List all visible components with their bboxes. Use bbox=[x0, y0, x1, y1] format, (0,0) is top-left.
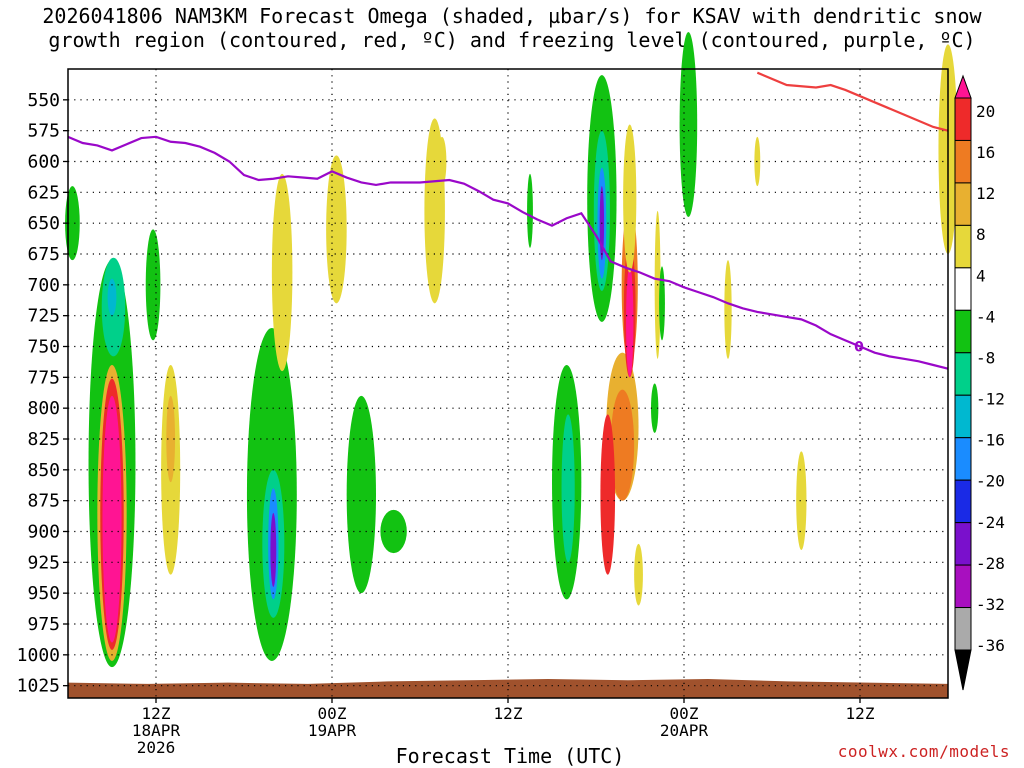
colorbar-label-0: 20 bbox=[976, 102, 995, 121]
y-tick-label-650: 650 bbox=[27, 213, 60, 234]
colorbar-box-9 bbox=[954, 479, 972, 524]
colorbar-label-8: -16 bbox=[976, 431, 1005, 450]
colorbar-box-1 bbox=[954, 139, 972, 184]
colorbar-label-2: 12 bbox=[976, 184, 995, 203]
y-tick-label-600: 600 bbox=[27, 152, 60, 173]
colorbar-box-11 bbox=[954, 564, 972, 609]
y-tick-label-575: 575 bbox=[27, 121, 60, 142]
chart-title-line1: 2026041806 NAM3KM Forecast Omega (shaded… bbox=[42, 4, 982, 28]
y-tick-label-1000: 1000 bbox=[17, 645, 60, 666]
omega-region-15 bbox=[326, 155, 347, 304]
terrain-fill bbox=[68, 678, 948, 698]
omega-shading-layer bbox=[65, 32, 958, 668]
omega-region-13 bbox=[270, 513, 277, 587]
y-tick-label-825: 825 bbox=[27, 429, 60, 450]
omega-region-6 bbox=[145, 229, 161, 341]
y-tick-label-625: 625 bbox=[27, 182, 60, 203]
y-tick-label-675: 675 bbox=[27, 244, 60, 265]
plot-frame bbox=[67, 68, 949, 699]
y-tick-label-950: 950 bbox=[27, 583, 60, 604]
colorbar: 20 16 12 8 4 -4 -8 -12 -16 -20 -24 -28 -32 -36 bbox=[954, 74, 1005, 691]
colorbar-label-11: -28 bbox=[976, 554, 1005, 573]
omega-region-14 bbox=[271, 173, 293, 372]
freezing-level-label: 0 bbox=[854, 340, 864, 356]
colorbar-box-10 bbox=[954, 522, 972, 566]
x-tick-label-1-0: 00Z bbox=[318, 704, 347, 723]
x-tick-label-4-0: 12Z bbox=[846, 704, 875, 723]
y-tick-label-725: 725 bbox=[27, 306, 60, 327]
chart-title: 2026041806 NAM3KM Forecast Omega (shaded… bbox=[0, 4, 1024, 52]
y-tick-label-775: 775 bbox=[27, 367, 60, 388]
colorbar-label-7: -12 bbox=[976, 390, 1005, 409]
omega-region-37 bbox=[651, 383, 659, 433]
dgz-contour-line bbox=[756, 71, 949, 132]
colorbar-box-3 bbox=[954, 224, 972, 269]
x-axis-label: Forecast Time (UTC) bbox=[395, 744, 625, 768]
y-tick-label-800: 800 bbox=[27, 398, 60, 419]
x-tick-label-1-1: 19APR bbox=[308, 721, 357, 740]
x-tick-label-2-0: 12Z bbox=[494, 704, 523, 723]
omega-region-16 bbox=[346, 395, 377, 594]
omega-region-2 bbox=[107, 278, 117, 316]
omega-region-8 bbox=[166, 395, 176, 483]
colorbar-box-0 bbox=[954, 97, 972, 141]
colorbar-box-6 bbox=[954, 352, 972, 396]
omega-region-29 bbox=[600, 414, 616, 575]
axis-layer: 550 575 600 625 650 675 700 725 750 775 800 825 850 8… bbox=[17, 90, 875, 757]
colorbar-box-7 bbox=[954, 394, 972, 439]
grid-layer bbox=[68, 69, 948, 698]
colorbar-label-3: 8 bbox=[976, 225, 986, 244]
colorbar-top-triangle bbox=[954, 74, 972, 99]
omega-region-38 bbox=[679, 32, 698, 217]
y-tick-label-975: 975 bbox=[27, 614, 60, 635]
contour-layer: 0 bbox=[67, 71, 949, 370]
x-tick-label-0-2: 2026 bbox=[137, 738, 176, 757]
y-tick-label-700: 700 bbox=[27, 275, 60, 296]
colorbar-label-9: -20 bbox=[976, 472, 1005, 491]
colorbar-label-5: -4 bbox=[976, 307, 995, 326]
colorbar-box-2 bbox=[954, 182, 972, 226]
omega-region-17 bbox=[380, 509, 407, 554]
y-tick-label-875: 875 bbox=[27, 491, 60, 512]
omega-region-39 bbox=[724, 260, 732, 359]
chart-title-line2: growth region (contoured, red, ºC) and f… bbox=[48, 28, 976, 52]
x-tick-label-3-0: 00Z bbox=[670, 704, 699, 723]
omega-region-28 bbox=[610, 389, 635, 501]
site-credit: coolwx.com/models bbox=[837, 742, 1010, 761]
colorbar-bottom-triangle bbox=[954, 649, 972, 691]
omega-region-33 bbox=[623, 124, 637, 273]
colorbar-label-10: -24 bbox=[976, 513, 1005, 532]
colorbar-box-12 bbox=[954, 607, 972, 651]
freezing-level-line bbox=[67, 135, 949, 370]
omega-region-5 bbox=[102, 395, 122, 643]
x-tick-label-0-1: 18APR bbox=[132, 721, 181, 740]
omega-region-34 bbox=[634, 543, 643, 606]
colorbar-label-6: -8 bbox=[976, 348, 995, 367]
omega-region-36 bbox=[659, 266, 665, 341]
terrain-layer bbox=[68, 678, 948, 698]
y-tick-label-550: 550 bbox=[27, 90, 60, 111]
y-tick-label-850: 850 bbox=[27, 460, 60, 481]
omega-region-19 bbox=[437, 136, 447, 187]
x-tick-label-0-0: 12Z bbox=[142, 704, 171, 723]
colorbar-label-4: 4 bbox=[976, 266, 986, 285]
y-tick-label-900: 900 bbox=[27, 522, 60, 543]
colorbar-label-12: -32 bbox=[976, 595, 1005, 614]
colorbar-box-8 bbox=[954, 437, 972, 481]
omega-region-20 bbox=[527, 173, 533, 248]
x-tick-label-3-1: 20APR bbox=[660, 721, 709, 740]
y-tick-label-925: 925 bbox=[27, 552, 60, 573]
colorbar-label-13: -36 bbox=[976, 636, 1005, 655]
y-tick-label-1025: 1025 bbox=[17, 676, 60, 697]
colorbar-box-4 bbox=[954, 267, 972, 311]
y-tick-label-750: 750 bbox=[27, 337, 60, 358]
omega-region-32 bbox=[626, 266, 634, 378]
colorbar-box-5 bbox=[954, 309, 972, 354]
omega-region-41 bbox=[796, 451, 807, 550]
colorbar-label-1: 16 bbox=[976, 143, 995, 162]
omega-region-22 bbox=[561, 414, 575, 563]
